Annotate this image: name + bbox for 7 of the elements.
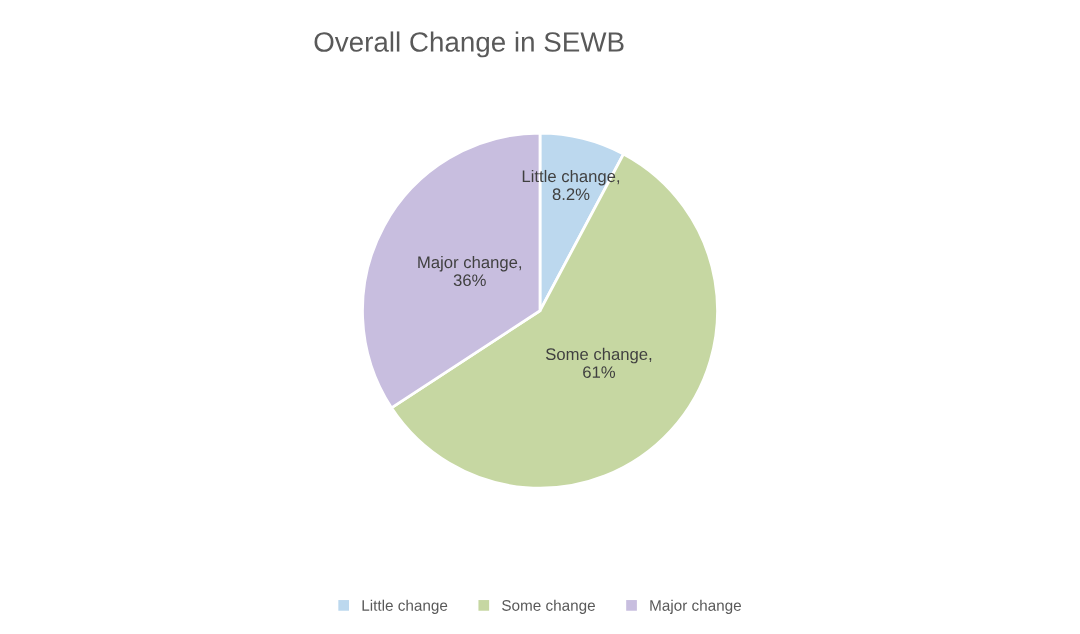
legend-label: Some change	[502, 599, 595, 614]
data-label: Major change, 36%	[418, 255, 522, 287]
chart-title: Overall Change in SEWB	[314, 31, 624, 58]
data-label: Little change, 8.2%	[522, 169, 620, 201]
legend-label: Major change	[650, 599, 741, 614]
data-label: Some change, 61%	[545, 347, 652, 379]
legend-label: Little change	[362, 599, 448, 614]
